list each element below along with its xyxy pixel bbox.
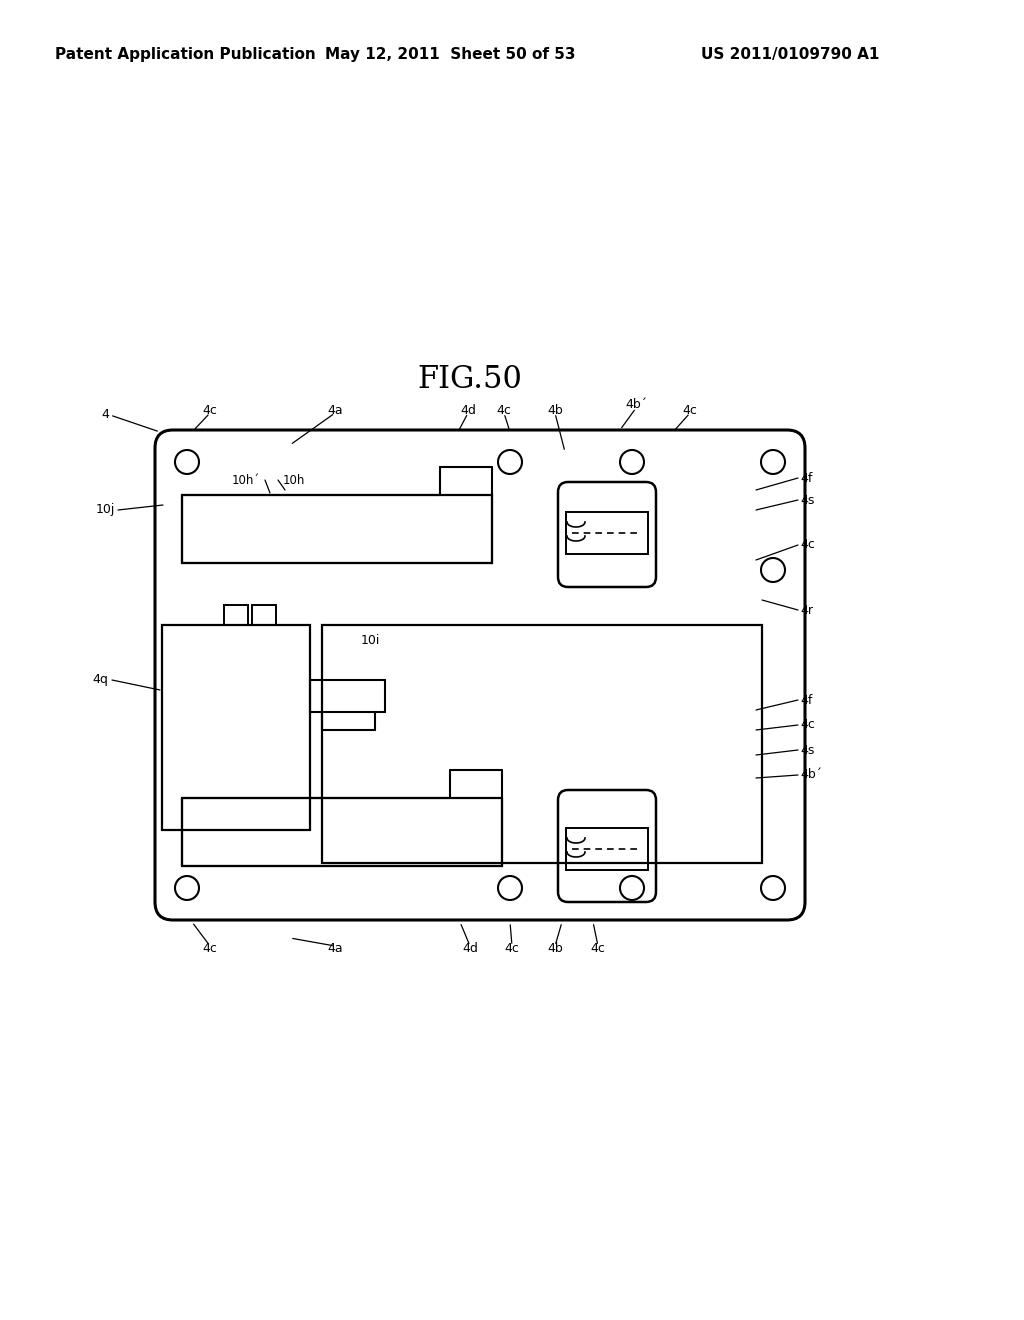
Text: 4b´: 4b´ xyxy=(800,768,822,781)
Circle shape xyxy=(620,450,644,474)
Text: 4b: 4b xyxy=(547,941,563,954)
Text: 4r: 4r xyxy=(800,603,813,616)
Text: 4: 4 xyxy=(101,408,109,421)
Text: 4c: 4c xyxy=(497,404,511,417)
Text: 10j: 10j xyxy=(95,503,115,516)
Bar xyxy=(310,680,385,711)
Bar xyxy=(182,495,492,564)
Text: US 2011/0109790 A1: US 2011/0109790 A1 xyxy=(700,48,880,62)
Text: 4q: 4q xyxy=(92,673,108,686)
Circle shape xyxy=(620,876,644,900)
Bar xyxy=(322,624,762,863)
Bar xyxy=(566,828,648,870)
Circle shape xyxy=(498,450,522,474)
Text: 4c: 4c xyxy=(591,941,605,954)
Circle shape xyxy=(761,450,785,474)
Text: 10h: 10h xyxy=(283,474,305,487)
Text: 4d: 4d xyxy=(462,941,478,954)
Text: 4s: 4s xyxy=(800,494,814,507)
Text: 4s: 4s xyxy=(800,743,814,756)
Text: May 12, 2011  Sheet 50 of 53: May 12, 2011 Sheet 50 of 53 xyxy=(325,48,575,62)
Bar xyxy=(182,799,502,866)
Bar xyxy=(252,605,276,624)
Text: 4c: 4c xyxy=(683,404,697,417)
Text: 4c: 4c xyxy=(800,539,815,552)
Text: 10i: 10i xyxy=(360,634,380,647)
Text: 10h´: 10h´ xyxy=(231,474,260,487)
Text: 4f: 4f xyxy=(800,471,812,484)
Text: 4c: 4c xyxy=(203,404,217,417)
Text: 4c: 4c xyxy=(800,718,815,731)
Text: 4c: 4c xyxy=(203,941,217,954)
Text: 4d: 4d xyxy=(460,404,476,417)
Circle shape xyxy=(761,876,785,900)
Circle shape xyxy=(175,876,199,900)
Text: 4a: 4a xyxy=(328,941,343,954)
Bar xyxy=(162,624,310,830)
Text: 4b´: 4b´ xyxy=(625,399,647,412)
Circle shape xyxy=(761,558,785,582)
FancyBboxPatch shape xyxy=(155,430,805,920)
Text: 4b: 4b xyxy=(547,404,563,417)
Text: Patent Application Publication: Patent Application Publication xyxy=(54,48,315,62)
Circle shape xyxy=(175,450,199,474)
Text: 4f: 4f xyxy=(800,693,812,706)
Text: FIG.50: FIG.50 xyxy=(418,364,522,396)
Bar xyxy=(566,512,648,554)
Text: 4a: 4a xyxy=(328,404,343,417)
Circle shape xyxy=(498,876,522,900)
Bar xyxy=(224,605,248,624)
Text: 4c: 4c xyxy=(505,941,519,954)
